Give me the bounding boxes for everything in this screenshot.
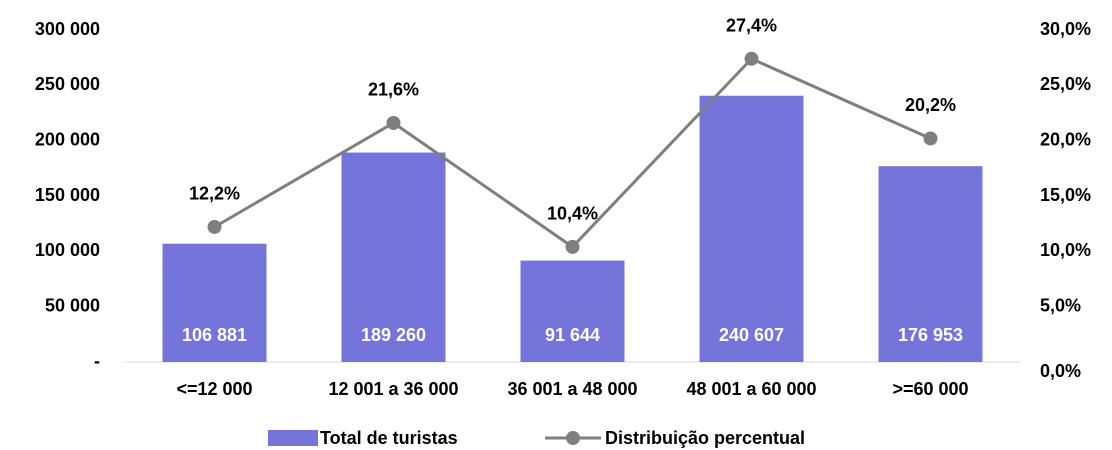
x-tick-label: 36 001 a 48 000 [507,379,637,399]
y2-tick-label: 5,0% [1040,295,1081,315]
legend-label: Distribuição percentual [605,428,805,448]
y2-tick-label: 25,0% [1040,74,1091,94]
x-tick-label: <=12 000 [176,379,252,399]
y-tick-label: 200 000 [35,129,100,149]
line-point [923,131,938,146]
line-point [386,115,401,130]
line-point [565,239,580,254]
y-tick-label: 50 000 [45,295,100,315]
y-tick-label: - [94,351,100,371]
bar-value-label: 240 607 [719,325,784,345]
y2-tick-label: 10,0% [1040,240,1091,260]
legend-swatch [268,430,318,446]
line-value-label: 12,2% [189,184,240,204]
y-tick-label: 100 000 [35,240,100,260]
y2-tick-label: 15,0% [1040,185,1091,205]
bar [162,243,267,362]
bar-value-label: 91 644 [545,325,600,345]
x-tick-label: 48 001 a 60 000 [686,379,816,399]
y2-tick-label: 30,0% [1040,19,1091,39]
bar [341,152,446,362]
bar [878,166,983,362]
line-value-label: 20,2% [905,95,956,115]
y2-tick-label: 0,0% [1040,361,1081,381]
x-tick-label: >=60 000 [892,379,968,399]
y-tick-label: 250 000 [35,74,100,94]
line-point [207,219,222,234]
legend-label: Total de turistas [320,428,458,448]
y2-tick-label: 20,0% [1040,129,1091,149]
y-tick-label: 300 000 [35,19,100,39]
line-point [744,51,759,66]
line-value-label: 21,6% [368,80,419,100]
y-tick-label: 150 000 [35,185,100,205]
x-tick-label: 12 001 a 36 000 [328,379,458,399]
bar-value-label: 189 260 [361,325,426,345]
bar [520,260,625,362]
line-value-label: 27,4% [726,16,777,36]
bar-value-label: 176 953 [898,325,963,345]
line-value-label: 10,4% [547,204,598,224]
bar [699,95,804,362]
bar-value-label: 106 881 [182,325,247,345]
legend-swatch-point [566,431,580,445]
